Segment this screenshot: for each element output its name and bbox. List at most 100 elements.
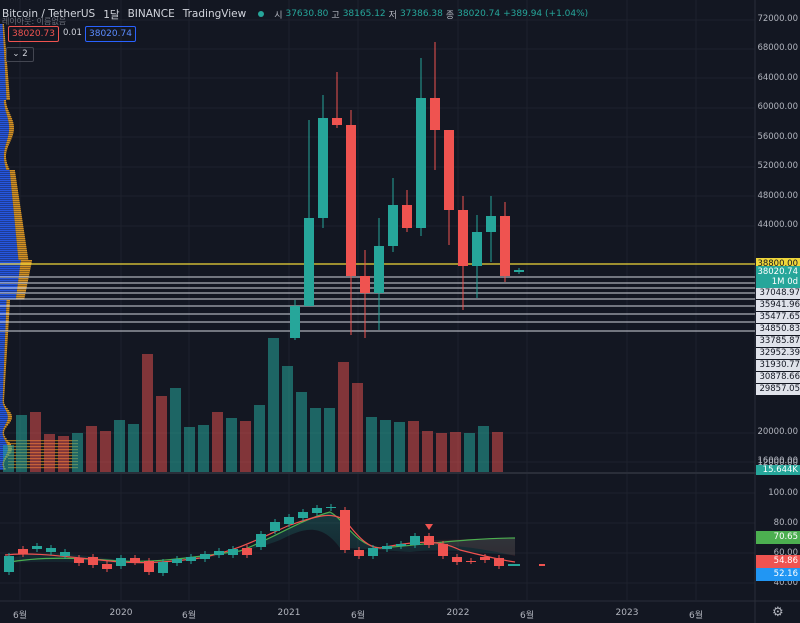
candle-body[interactable] — [486, 216, 496, 232]
profile-bar-buy — [0, 236, 17, 238]
osc-body[interactable] — [396, 544, 406, 546]
osc-body[interactable] — [46, 548, 56, 552]
candle-body[interactable] — [360, 276, 370, 293]
market-status-icon[interactable] — [258, 11, 265, 17]
level-label[interactable]: 35941.96 — [756, 300, 800, 311]
osc-body[interactable] — [18, 549, 28, 554]
level-label[interactable]: 29857.05 — [756, 384, 800, 395]
indicator-toggle-button[interactable]: ⌄ 2 — [6, 47, 34, 62]
candle-body[interactable] — [514, 270, 524, 272]
osc-body[interactable] — [214, 551, 224, 555]
osc-body[interactable] — [242, 548, 252, 555]
level-label[interactable]: 31930.77 — [756, 360, 800, 371]
profile-bar-buy — [0, 100, 4, 102]
profile-bar-sell — [2, 24, 4, 26]
profile-bar-sell — [18, 256, 28, 258]
oscillator-candles[interactable] — [4, 504, 504, 576]
candle-body[interactable] — [472, 232, 482, 266]
symbol-header[interactable]: Bitcoin / TetherUS 1달 BINANCE TradingVie… — [2, 5, 591, 23]
candle-body[interactable] — [444, 130, 454, 210]
candle-body[interactable] — [402, 205, 412, 228]
profile-bar-buy — [0, 114, 7, 116]
candle-body[interactable] — [374, 246, 384, 293]
osc-body[interactable] — [452, 557, 462, 562]
profile-bar-buy — [0, 46, 4, 48]
profile-bar-sell — [3, 406, 7, 408]
profile-bar-buy — [0, 322, 6, 324]
candle-body[interactable] — [318, 118, 328, 218]
profile-bar-buy — [0, 302, 7, 304]
level-label[interactable]: 33785.87 — [756, 336, 800, 347]
profile-bar-sell — [6, 168, 10, 170]
level-label[interactable]: 34850.83 — [756, 324, 800, 335]
osc-body[interactable] — [466, 561, 476, 562]
osc-body[interactable] — [172, 559, 182, 563]
osc-body[interactable] — [354, 550, 364, 556]
osc-body[interactable] — [382, 546, 392, 549]
osc-body[interactable] — [480, 557, 490, 560]
candle-body[interactable] — [388, 205, 398, 246]
osc-body[interactable] — [102, 564, 112, 569]
candle-body[interactable] — [430, 98, 440, 130]
osc-body[interactable] — [298, 512, 308, 518]
profile-bar-sell — [8, 455, 78, 457]
osc-body[interactable] — [130, 558, 140, 562]
profile-bar-buy — [0, 314, 6, 316]
level-label[interactable]: 35477.65 — [756, 312, 800, 323]
bid-price[interactable]: 38020.73 — [8, 26, 59, 42]
osc-body[interactable] — [144, 561, 154, 572]
candle-body[interactable] — [332, 118, 342, 125]
profile-bar-buy — [0, 174, 11, 176]
profile-bar-buy — [0, 86, 6, 88]
candle-body[interactable] — [500, 216, 510, 276]
ask-price[interactable]: 38020.74 — [85, 26, 136, 42]
osc-body[interactable] — [270, 522, 280, 531]
candle-body[interactable] — [304, 218, 314, 306]
interval-label[interactable]: 1달 — [103, 8, 120, 21]
osc-body[interactable] — [256, 534, 266, 547]
osc-body[interactable] — [438, 544, 448, 556]
osc-body[interactable] — [340, 510, 350, 550]
candle-body[interactable] — [290, 306, 300, 338]
gear-icon[interactable]: ⚙ — [772, 605, 784, 620]
osc-body[interactable] — [326, 507, 336, 508]
osc-body[interactable] — [116, 558, 126, 566]
profile-bar-sell — [17, 252, 28, 254]
candle-body[interactable] — [458, 210, 468, 266]
osc-body[interactable] — [60, 552, 70, 556]
profile-bar-sell — [3, 32, 5, 34]
profile-bar-buy — [0, 340, 5, 342]
close-value: 38020.74 — [457, 9, 501, 19]
osc-body[interactable] — [312, 508, 322, 513]
osc-body[interactable] — [88, 557, 98, 565]
osc-body[interactable] — [368, 548, 378, 556]
candle-body[interactable] — [416, 98, 426, 228]
profile-bar-buy — [0, 306, 7, 308]
profile-bar-buy — [0, 304, 7, 306]
osc-body[interactable] — [200, 554, 210, 559]
profile-bar-buy — [0, 246, 18, 248]
osc-body[interactable] — [186, 557, 196, 561]
level-label[interactable]: 30878.66 — [756, 372, 800, 383]
osc-body[interactable] — [228, 549, 238, 555]
profile-bar-buy — [0, 426, 5, 428]
osc-body[interactable] — [74, 558, 84, 563]
level-label[interactable]: 32952.39 — [756, 348, 800, 359]
profile-bar-sell — [8, 122, 14, 124]
symbol-name[interactable]: Bitcoin / TetherUS — [2, 8, 96, 20]
price-tick: 16000.00 — [757, 456, 798, 466]
osc-body[interactable] — [410, 536, 420, 545]
osc-body[interactable] — [494, 558, 504, 566]
level-label[interactable]: 37048.97 — [756, 288, 800, 299]
candle-body[interactable] — [346, 125, 356, 276]
osc-body[interactable] — [284, 517, 294, 524]
osc-body[interactable] — [32, 546, 42, 549]
level-lines[interactable] — [0, 276, 755, 332]
osc-body[interactable] — [4, 556, 14, 572]
profile-bar-sell — [6, 114, 11, 116]
osc-body[interactable] — [424, 536, 434, 545]
high-label: 고 — [331, 10, 340, 21]
osc-body[interactable] — [158, 562, 168, 573]
price-candles[interactable] — [290, 42, 524, 340]
